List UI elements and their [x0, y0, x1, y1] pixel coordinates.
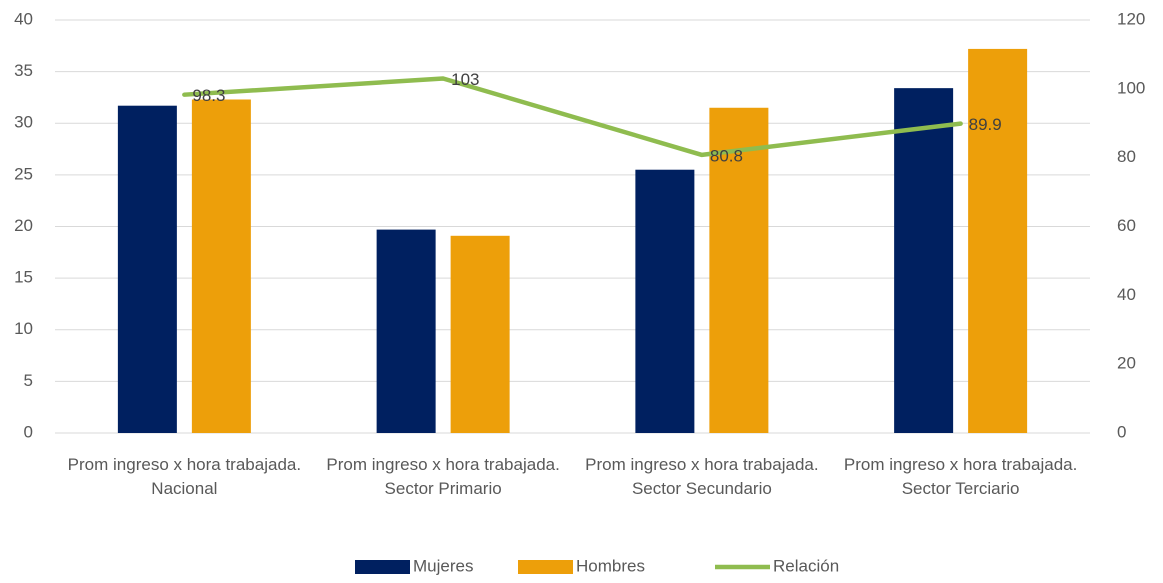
- x-tick-label: Prom ingreso x hora trabajada. Sector Te…: [843, 455, 1078, 498]
- legend-swatch: [355, 560, 410, 574]
- y2-tick-label: 20: [1117, 354, 1136, 373]
- data-label: 89.9: [969, 115, 1002, 134]
- bar: [191, 99, 251, 433]
- legend-label: Relación: [773, 556, 839, 575]
- y-tick-label: 10: [14, 319, 33, 338]
- data-label: 98.3: [192, 86, 225, 105]
- y-tick-label: 20: [14, 216, 33, 235]
- y2-tick-label: 60: [1117, 216, 1136, 235]
- y2-tick-label: 80: [1117, 147, 1136, 166]
- legend-label: Hombres: [576, 556, 645, 575]
- data-label: 80.8: [710, 146, 743, 165]
- y-tick-label: 0: [24, 422, 33, 441]
- y-tick-label: 15: [14, 268, 33, 287]
- bar: [117, 105, 177, 433]
- y-tick-label: 30: [14, 113, 33, 132]
- bar: [894, 88, 954, 434]
- bar: [376, 229, 436, 433]
- line: [182, 76, 963, 158]
- bar: [709, 107, 769, 433]
- y2-tick-label: 120: [1117, 9, 1145, 28]
- legend-label: Mujeres: [413, 556, 473, 575]
- bar: [968, 48, 1028, 433]
- y-tick-label: 40: [14, 9, 33, 28]
- y2-tick-label: 40: [1117, 285, 1136, 304]
- y-tick-label: 5: [24, 371, 33, 390]
- legend-swatch: [518, 560, 573, 574]
- x-tick-label: Prom ingreso x hora trabajada. Sector Se…: [585, 455, 819, 498]
- x-tick-label: Prom ingreso x hora trabajada. Nacional: [67, 455, 302, 498]
- y-tick-label: 25: [14, 164, 33, 183]
- bar: [635, 169, 695, 433]
- bar: [450, 235, 510, 433]
- x-tick-label: Prom ingreso x hora trabajada. Sector Pr…: [326, 455, 560, 498]
- y2-tick-label: 100: [1117, 78, 1145, 97]
- y2-tick-label: 0: [1117, 422, 1126, 441]
- data-label: 103: [451, 70, 479, 89]
- y-tick-label: 35: [14, 61, 33, 80]
